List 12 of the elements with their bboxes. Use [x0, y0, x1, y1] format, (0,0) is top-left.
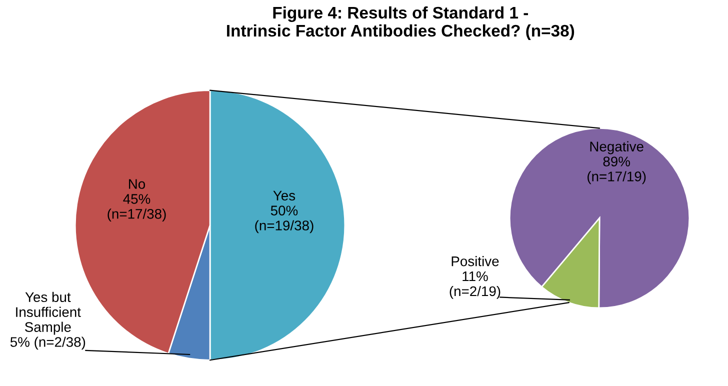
slice-label: Positive — [452, 256, 499, 266]
slice-label: Negative — [590, 141, 644, 154]
text: Figure 4: Results of Standard 1 - Intrinsic Factor Antibodies Checked? (n=38) — [227, 6, 574, 40]
slice-label: Yes — [273, 190, 296, 201]
data-label: 11% (n=2/19) — [450, 271, 500, 299]
data-label: 45% (n=17/38) — [108, 194, 166, 222]
data-label: 50% (n=19/38) — [255, 206, 314, 234]
data-label: 5% (n=2/38) — [10, 336, 86, 350]
slice-label: No — [129, 179, 146, 189]
data-label: 89% (n=17/19) — [588, 156, 646, 184]
pie-slice — [508, 127, 690, 309]
slice-label: Yes but Insufficient Sample — [16, 292, 81, 335]
